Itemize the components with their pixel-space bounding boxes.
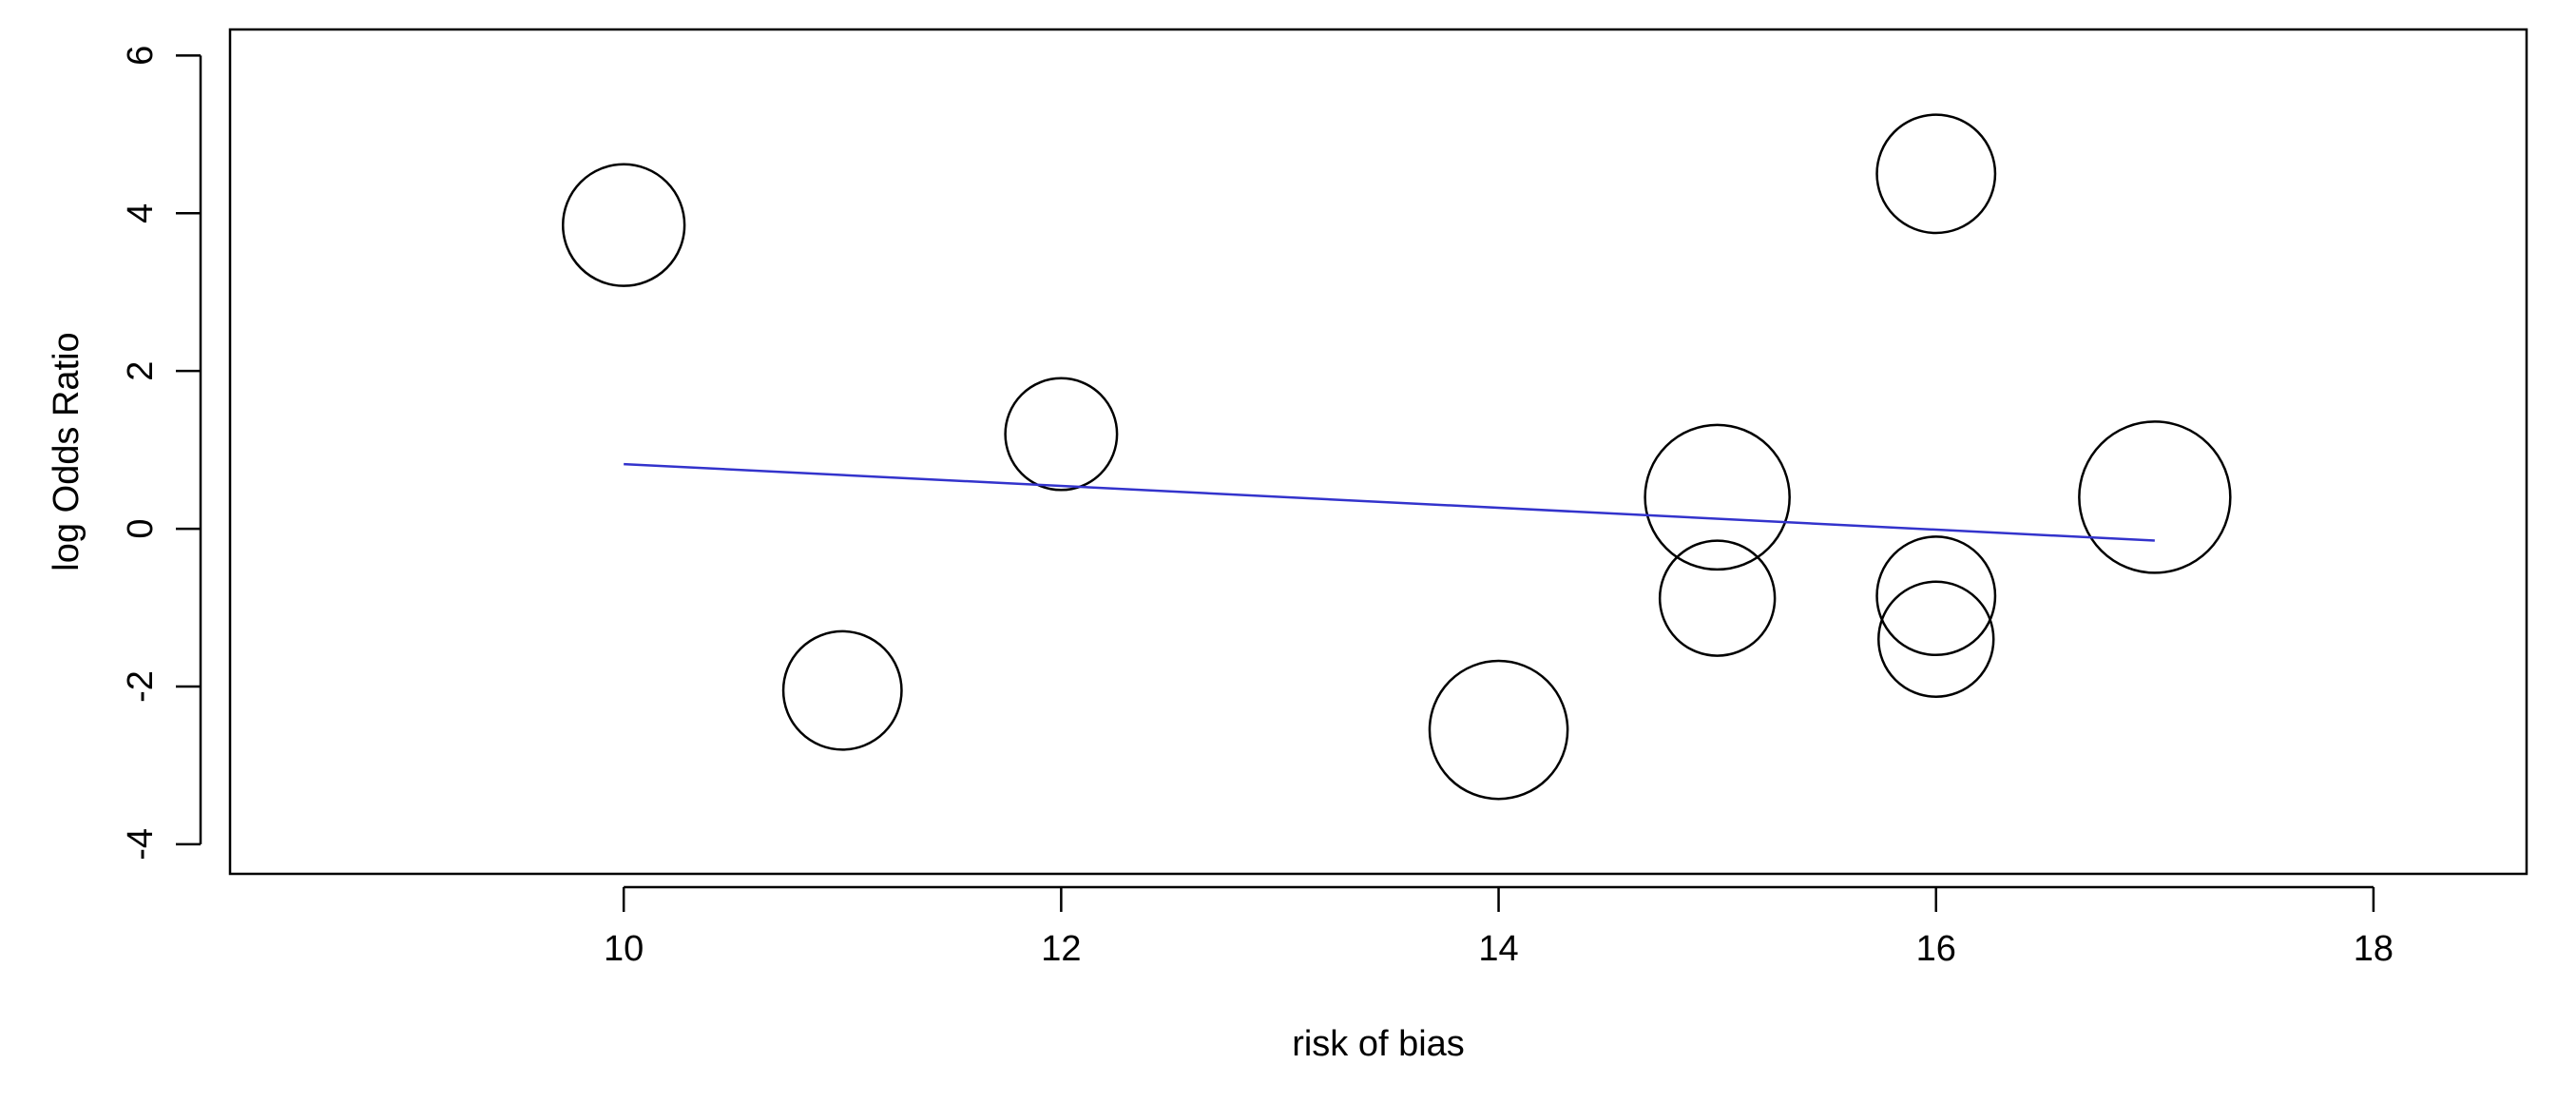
bubble [1644, 423, 1791, 571]
y-tick-label: -4 [121, 828, 161, 861]
x-tick-label: 14 [1478, 929, 1518, 969]
bubble [2078, 420, 2232, 574]
y-tick-label: 6 [121, 46, 161, 66]
bubble [781, 629, 903, 751]
y-tick-label: 4 [121, 203, 161, 223]
x-tick-label: 16 [1916, 929, 1956, 969]
x-tick-label: 12 [1041, 929, 1081, 969]
y-tick-label: 0 [121, 519, 161, 539]
bubble [1004, 377, 1119, 492]
bubble [1877, 580, 1995, 698]
bubble [1428, 659, 1569, 801]
y-tick-label: -2 [121, 670, 161, 703]
bubble [561, 163, 686, 287]
y-tick-label: 2 [121, 361, 161, 381]
fit-line [624, 462, 2155, 542]
x-axis-label: risk of bias [1292, 1024, 1465, 1064]
plot-frame [228, 28, 2528, 876]
bubble [1875, 113, 1997, 235]
y-axis-label: log Odds Ratio [47, 332, 87, 571]
bubble [1875, 535, 1997, 657]
bubble [1658, 539, 1777, 657]
x-tick-label: 10 [604, 929, 644, 969]
x-tick-label: 18 [2354, 929, 2393, 969]
